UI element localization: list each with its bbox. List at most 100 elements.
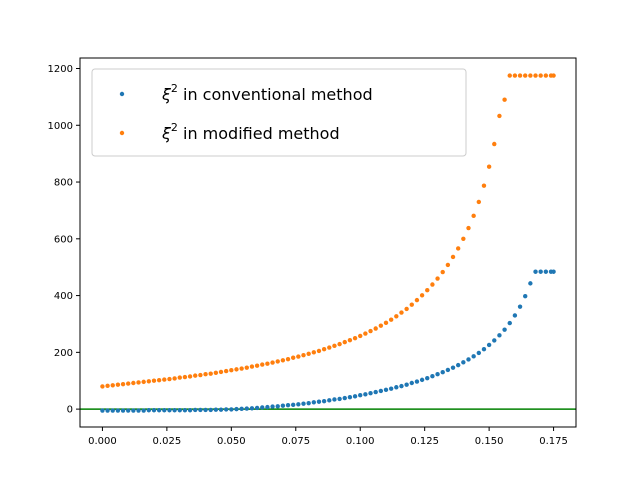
data-point [523, 73, 528, 78]
data-point [363, 331, 368, 336]
data-point [551, 73, 556, 78]
data-point [440, 370, 445, 375]
data-point [507, 73, 512, 78]
data-point [213, 370, 219, 375]
data-point [347, 395, 353, 400]
data-point [394, 385, 399, 390]
data-point [528, 73, 533, 78]
data-point [126, 408, 131, 413]
data-point [399, 310, 404, 315]
data-point [538, 73, 543, 78]
data-point [342, 339, 347, 345]
legend-superscript: 2 [171, 121, 178, 134]
data-point [476, 199, 482, 205]
data-point [146, 408, 152, 413]
legend-xi-symbol: ξ [161, 85, 172, 104]
data-point [445, 262, 451, 268]
legend-marker-modified [119, 130, 125, 136]
data-point [327, 345, 332, 350]
data-point [342, 395, 347, 401]
data-point [120, 408, 126, 413]
data-point [378, 323, 384, 328]
data-point [254, 405, 260, 411]
data-point [502, 327, 507, 332]
series-modified [100, 73, 556, 389]
data-point [193, 407, 198, 413]
data-point [172, 408, 177, 413]
data-point [543, 269, 549, 274]
data-point [156, 408, 162, 413]
data-point [352, 335, 358, 341]
data-point [419, 377, 425, 383]
data-point [492, 338, 497, 343]
data-point [486, 164, 492, 169]
data-point [476, 350, 482, 356]
data-point [388, 317, 394, 322]
data-point [249, 406, 255, 411]
data-point [100, 384, 105, 389]
data-point [218, 369, 224, 375]
data-point [533, 269, 538, 274]
data-point [229, 407, 234, 412]
data-point [430, 282, 435, 287]
data-point [419, 293, 425, 298]
data-point [409, 380, 414, 386]
data-point [285, 402, 291, 408]
data-point [146, 379, 152, 384]
data-point [512, 313, 518, 318]
data-point [517, 73, 523, 78]
data-point [378, 388, 384, 394]
data-point [404, 382, 409, 387]
data-point [435, 372, 440, 377]
data-point [198, 372, 203, 378]
data-point [275, 359, 280, 364]
data-point [414, 379, 420, 384]
data-point [203, 407, 208, 413]
data-point [373, 389, 378, 395]
x-tick-label: 0.100 [346, 436, 375, 447]
data-point [203, 372, 208, 377]
x-tick-label: 0.000 [88, 436, 117, 447]
data-point [528, 281, 533, 286]
data-point [275, 404, 280, 409]
data-point [471, 213, 476, 219]
data-point [321, 347, 327, 352]
data-point [332, 397, 337, 402]
data-point [120, 381, 126, 387]
data-point [404, 306, 409, 312]
data-point [131, 408, 136, 413]
data-point [223, 368, 229, 374]
data-point [358, 333, 363, 339]
data-point [136, 408, 141, 413]
legend-superscript: 2 [171, 82, 178, 95]
data-point [481, 183, 487, 188]
y-tick-label: 800 [54, 178, 73, 189]
data-point [162, 408, 167, 413]
data-point [311, 400, 317, 405]
data-point [332, 343, 337, 349]
data-point [450, 254, 456, 260]
data-point [213, 407, 219, 412]
data-point [110, 408, 115, 413]
data-point [208, 407, 213, 413]
series-conventional [100, 269, 556, 413]
data-point [218, 407, 224, 412]
data-point [502, 97, 507, 102]
legend-label-conventional: ξ2 in conventional method [161, 82, 373, 104]
legend-label-text: in conventional method [178, 85, 373, 104]
data-point [543, 73, 549, 78]
data-point [399, 383, 404, 389]
data-point [115, 382, 121, 387]
data-point [486, 342, 492, 348]
data-point [208, 371, 213, 376]
data-point [265, 404, 270, 410]
data-point [440, 269, 445, 275]
data-point [151, 378, 157, 383]
data-point [481, 347, 487, 352]
data-point [100, 408, 105, 413]
data-point [311, 350, 317, 355]
data-point [517, 304, 523, 309]
data-point [291, 402, 296, 408]
data-point [234, 406, 239, 412]
data-point [383, 320, 389, 326]
